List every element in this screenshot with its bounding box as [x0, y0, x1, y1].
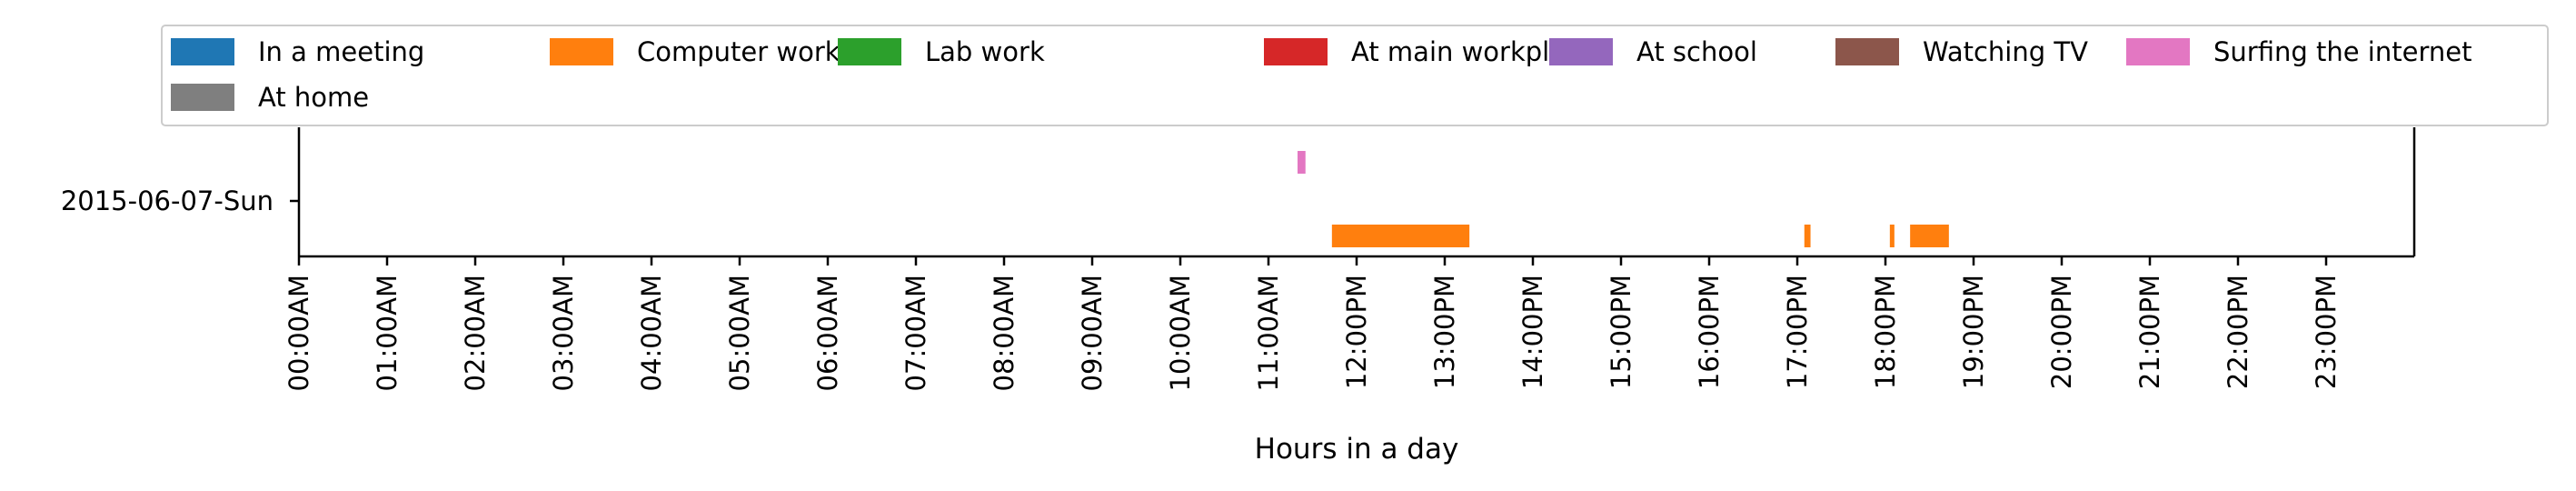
- x-tick-label: 22:00PM: [2223, 275, 2253, 389]
- legend-swatch: [1835, 38, 1899, 65]
- x-tick-label: 07:00AM: [900, 275, 931, 391]
- x-tick-label: 09:00AM: [1077, 275, 1108, 391]
- legend-frame: [161, 25, 2549, 126]
- legend-label: At home: [258, 82, 369, 113]
- bars-layer: [1298, 151, 1949, 247]
- x-tick-label: 04:00AM: [636, 275, 667, 391]
- x-tick-label: 02:00AM: [460, 275, 491, 391]
- legend-label: Watching TV: [1923, 36, 2088, 67]
- x-tick-label: 11:00AM: [1253, 275, 1284, 391]
- activity-bar: [1298, 151, 1306, 174]
- legend-label: Computer work: [637, 36, 840, 67]
- y-axis-ticks: 2015-06-07-Sun: [61, 185, 299, 216]
- x-tick-label: 18:00PM: [1870, 275, 1901, 389]
- legend-swatch: [1549, 38, 1613, 65]
- x-tick-label: 12:00PM: [1341, 275, 1372, 389]
- x-tick-label: 08:00AM: [989, 275, 1019, 391]
- x-axis-ticks: 00:00AM 01:00AM 02:00AM 03:00AM 04:00AM 05:00…: [283, 256, 2342, 391]
- legend-label: Surfing the internet: [2213, 36, 2472, 67]
- x-tick-label: 23:00PM: [2311, 275, 2342, 389]
- plot-area: 00:00AM 01:00AM 02:00AM 03:00AM 04:00AM 05:00…: [61, 127, 2416, 391]
- x-tick-label: 05:00AM: [724, 275, 755, 391]
- x-tick-label: 15:00PM: [1606, 275, 1636, 389]
- x-tick-label: 17:00PM: [1782, 275, 1813, 389]
- x-tick-label: 16:00PM: [1694, 275, 1725, 389]
- activity-bar: [1331, 225, 1470, 247]
- legend: In a meeting Computer work Lab work At main…: [161, 25, 2549, 126]
- x-tick-label: 21:00PM: [2134, 275, 2165, 389]
- x-tick-label: 10:00AM: [1165, 275, 1196, 391]
- legend-swatch: [2126, 38, 2190, 65]
- x-tick-label: 03:00AM: [548, 275, 579, 391]
- legend-swatch: [550, 38, 613, 65]
- legend-label: Lab work: [925, 36, 1045, 67]
- legend-label: In a meeting: [258, 36, 424, 67]
- activity-bar: [1889, 225, 1895, 247]
- legend-swatch: [171, 38, 234, 65]
- legend-items: In a meeting Computer work Lab work At main…: [171, 36, 2472, 113]
- x-tick-label: 06:00AM: [812, 275, 843, 391]
- x-tick-label: 13:00PM: [1429, 275, 1460, 389]
- activity-bar: [1910, 225, 1949, 247]
- legend-swatch: [1264, 38, 1328, 65]
- x-tick-label: 01:00AM: [372, 275, 403, 391]
- legend-label: At school: [1636, 36, 1757, 67]
- y-tick-label: 2015-06-07-Sun: [61, 185, 274, 216]
- legend-swatch: [171, 84, 234, 111]
- legend-swatch: [838, 38, 901, 65]
- x-tick-label: 20:00PM: [2046, 275, 2077, 389]
- activity-bar: [1804, 225, 1811, 247]
- x-tick-label: 14:00PM: [1517, 275, 1548, 389]
- x-tick-label: 00:00AM: [283, 275, 314, 391]
- x-tick-label: 19:00PM: [1958, 275, 1989, 389]
- x-axis-title: Hours in a day: [1255, 433, 1459, 466]
